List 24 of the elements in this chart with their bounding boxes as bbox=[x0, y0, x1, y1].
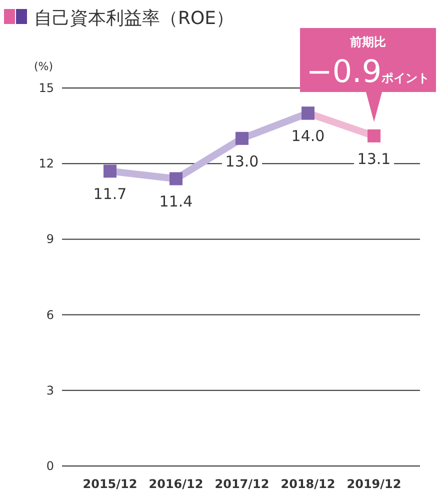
x-tick-label: 2019/12 bbox=[346, 477, 402, 491]
x-tick-label: 2017/12 bbox=[214, 477, 270, 491]
y-tick-label: 6 bbox=[46, 308, 54, 322]
text: 前期比 bbox=[349, 35, 386, 49]
point bbox=[170, 172, 182, 186]
y-tick-label: 15 bbox=[38, 81, 54, 95]
y-tick-label: 0 bbox=[46, 459, 54, 473]
x-tick-label: 2018/12 bbox=[280, 477, 336, 491]
point bbox=[368, 129, 380, 142]
data-label: 13.1 bbox=[357, 150, 391, 168]
data-label: 11.4 bbox=[159, 192, 193, 211]
point bbox=[236, 132, 248, 145]
data-label: 14.0 bbox=[291, 127, 325, 146]
data-label: 11.7 bbox=[93, 185, 127, 204]
y-tick-label: 3 bbox=[46, 383, 54, 398]
annotation: −0.9ポイント bbox=[306, 54, 430, 90]
point bbox=[104, 164, 116, 178]
y-tick-label: 9 bbox=[46, 232, 54, 246]
chart-title: 自己資本利益率（ROE） bbox=[34, 8, 234, 29]
y-axis-title: (%) bbox=[34, 60, 54, 73]
y-tick-label: 12 bbox=[38, 156, 54, 171]
x-tick-label: 2015/12 bbox=[82, 477, 138, 491]
x-tick-label: 2016/12 bbox=[148, 477, 204, 491]
data-label: 13.0 bbox=[225, 152, 259, 170]
